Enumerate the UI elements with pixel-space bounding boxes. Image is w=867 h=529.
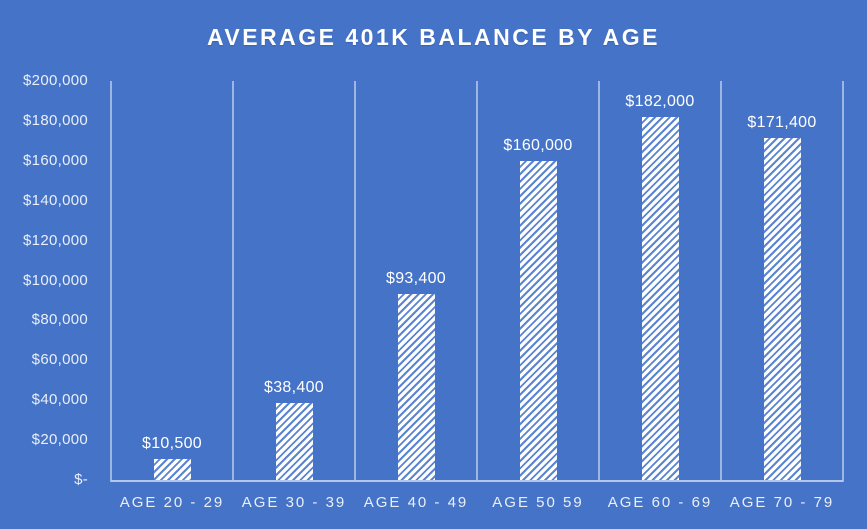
y-tick-label: $20,000: [31, 431, 88, 448]
bar-data-label: $182,000: [625, 93, 695, 110]
x-axis-line: [111, 480, 843, 482]
y-tick-label: $160,000: [23, 152, 88, 169]
y-tick-label: $140,000: [23, 192, 88, 209]
bar: [642, 117, 679, 480]
y-tick-label: $180,000: [23, 112, 88, 129]
bar: [276, 403, 313, 480]
bar: [154, 459, 191, 480]
bar-data-label: $38,400: [264, 379, 324, 396]
vertical-gridline: [110, 81, 112, 482]
vertical-gridline: [232, 81, 234, 482]
y-tick-label: $80,000: [31, 311, 88, 328]
y-tick-label: $60,000: [31, 351, 88, 368]
y-tick-label: $100,000: [23, 272, 88, 289]
x-category-label: AGE 60 - 69: [607, 494, 713, 511]
bar-data-label: $93,400: [386, 270, 446, 287]
bar-data-label: $10,500: [142, 435, 202, 452]
x-category-label: AGE 30 - 39: [241, 494, 347, 511]
y-tick-label: $-: [74, 471, 88, 488]
x-category-label: AGE 70 - 79: [729, 494, 835, 511]
y-tick-label: $200,000: [23, 72, 88, 89]
vertical-gridline: [598, 81, 600, 482]
bar-data-label: $160,000: [503, 137, 573, 154]
y-tick-label: $40,000: [31, 391, 88, 408]
chart-title: AVERAGE 401K BALANCE BY AGE: [206, 24, 661, 50]
bar: [764, 138, 801, 480]
x-category-label: AGE 40 - 49: [363, 494, 469, 511]
vertical-gridline: [354, 81, 356, 482]
bar: [398, 294, 435, 480]
bar-data-label: $171,400: [747, 114, 817, 131]
x-category-label: AGE 20 - 29: [119, 494, 225, 511]
plot-area: $10,500 $38,400 $93,400 $160,000 $182,000 $17…: [110, 81, 844, 482]
x-category-label: AGE 50 59: [492, 494, 584, 511]
vertical-gridline: [720, 81, 722, 482]
bar: [520, 161, 557, 480]
vertical-gridline: [842, 81, 844, 482]
vertical-gridline: [476, 81, 478, 482]
y-tick-label: $120,000: [23, 232, 88, 249]
